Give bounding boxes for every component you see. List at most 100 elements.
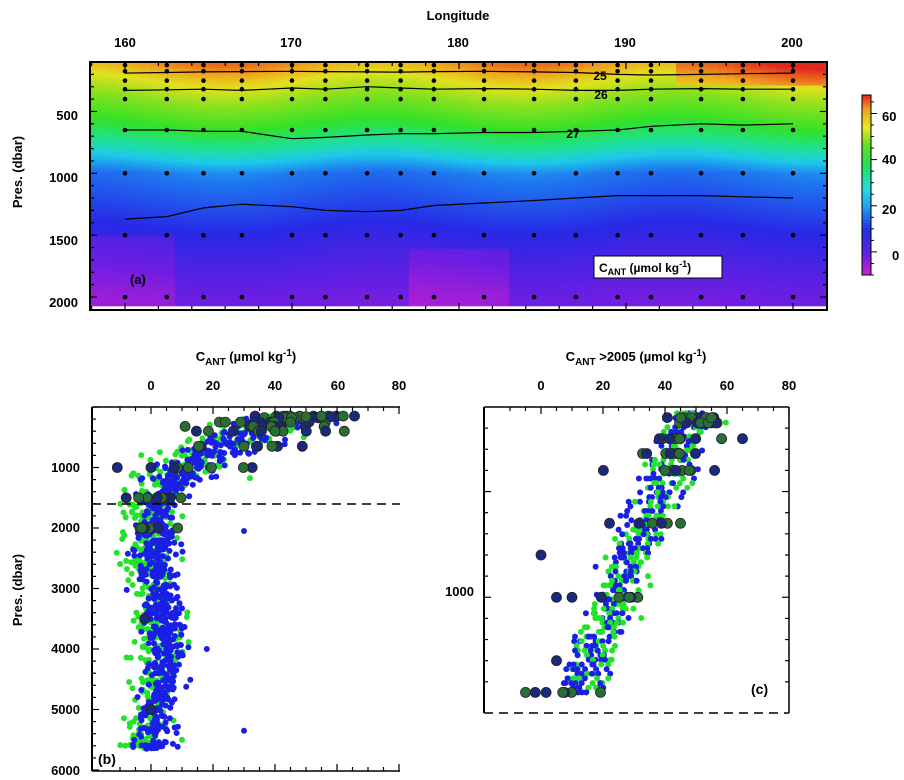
heatmap-cell	[108, 216, 118, 220]
heatmap-cell	[141, 300, 151, 304]
heatmap-cell	[433, 97, 443, 101]
heatmap-cell	[275, 295, 285, 299]
heatmap-cell	[75, 219, 84, 222]
heatmap-cell	[225, 256, 235, 260]
heatmap-cell	[133, 182, 143, 186]
heatmap-cell	[91, 95, 101, 99]
heatmap-cell	[133, 127, 143, 131]
heatmap-cell	[50, 254, 59, 257]
heatmap-cell	[91, 214, 101, 218]
heatmap-cell	[392, 238, 402, 242]
heatmap-cell	[350, 214, 360, 218]
heatmap-cell	[433, 253, 443, 257]
heatmap-cell	[300, 256, 310, 260]
heatmap-cell	[392, 117, 402, 121]
heatmap-cell	[42, 145, 51, 148]
heatmap-cell	[433, 214, 443, 218]
heatmap-cell	[383, 68, 393, 72]
panel-a-y-tick: 500	[56, 108, 78, 123]
heatmap-cell	[450, 206, 460, 210]
heatmap-cell	[333, 211, 343, 215]
heatmap-cell	[216, 152, 226, 156]
heatmap-cell	[125, 169, 134, 173]
heatmap-cell	[100, 293, 109, 297]
panel-a-x-tick: 160	[114, 35, 136, 50]
heatmap-cell	[116, 295, 126, 299]
heatmap-cell	[91, 130, 101, 134]
heatmap-cell	[150, 75, 159, 79]
heatmap-cell	[141, 152, 151, 156]
heatmap-cell	[342, 88, 351, 92]
heatmap-cell	[367, 293, 376, 297]
heatmap-cell	[225, 144, 235, 148]
heatmap-cell	[317, 231, 326, 235]
heatmap-cell	[383, 135, 393, 139]
heatmap-cell	[292, 295, 301, 299]
heatmap-cell	[358, 251, 368, 255]
heatmap-cell	[292, 263, 301, 267]
heatmap-cell	[141, 65, 151, 69]
heatmap-cell	[58, 227, 67, 230]
heatmap-cell	[266, 122, 276, 126]
heatmap-cell	[292, 236, 301, 240]
heatmap-cell	[258, 295, 268, 299]
heatmap-cell	[450, 117, 460, 121]
heatmap-cell	[283, 290, 293, 294]
heatmap-cell	[225, 85, 235, 89]
heatmap-cell	[150, 209, 159, 213]
heatmap-cell	[250, 241, 260, 245]
heatmap-cell	[417, 261, 427, 265]
heatmap-cell	[141, 211, 151, 215]
heatmap-cell	[325, 276, 335, 280]
heatmap-cell	[392, 285, 402, 289]
heatmap-cell	[108, 191, 118, 195]
heatmap-cell	[433, 290, 443, 294]
heatmap-cell	[266, 191, 276, 195]
heatmap-cell	[358, 261, 368, 265]
heatmap-cell	[442, 221, 452, 225]
heatmap-cell	[208, 95, 218, 99]
heatmap-cell	[425, 293, 435, 297]
heatmap-cell	[91, 186, 101, 190]
heatmap-cell	[250, 83, 260, 87]
heatmap-cell	[392, 295, 402, 299]
heatmap-cell	[225, 172, 235, 176]
heatmap-cell	[375, 167, 385, 171]
heatmap-cell	[375, 169, 385, 173]
heatmap-cell	[90, 152, 93, 156]
heatmap-cell	[258, 266, 268, 270]
heatmap-cell	[358, 201, 368, 205]
heatmap-cell	[450, 219, 460, 223]
heatmap-cell	[90, 273, 93, 277]
heatmap-cell	[91, 164, 101, 168]
heatmap-cell	[358, 142, 368, 146]
heatmap-cell	[125, 174, 134, 178]
heatmap-cell	[208, 298, 218, 302]
heatmap-cell	[208, 189, 218, 193]
heatmap-cell	[67, 192, 76, 195]
heatmap-cell	[225, 263, 235, 267]
heatmap-cell	[308, 216, 318, 220]
heatmap-cell	[283, 300, 293, 304]
heatmap-cell	[400, 137, 410, 141]
heatmap-cell	[90, 231, 93, 235]
heatmap-cell	[67, 281, 76, 284]
heatmap-cell	[308, 224, 318, 228]
heatmap-cell	[317, 63, 326, 67]
heatmap-cell	[450, 226, 460, 230]
heatmap-cell	[342, 271, 351, 275]
heatmap-cell	[216, 154, 226, 158]
heatmap-cell	[42, 224, 51, 227]
heatmap-cell	[450, 196, 460, 200]
heatmap-cell	[91, 184, 101, 188]
heatmap-cell	[108, 135, 118, 139]
heatmap-cell	[200, 216, 209, 220]
heatmap-cell	[300, 107, 310, 111]
heatmap-cell	[250, 142, 260, 146]
heatmap-cell	[125, 288, 134, 292]
heatmap-cell	[283, 209, 293, 213]
heatmap-cell	[108, 144, 118, 148]
heatmap-cell	[433, 65, 443, 69]
heatmap-cell	[116, 132, 126, 136]
heatmap-cell	[208, 137, 218, 141]
